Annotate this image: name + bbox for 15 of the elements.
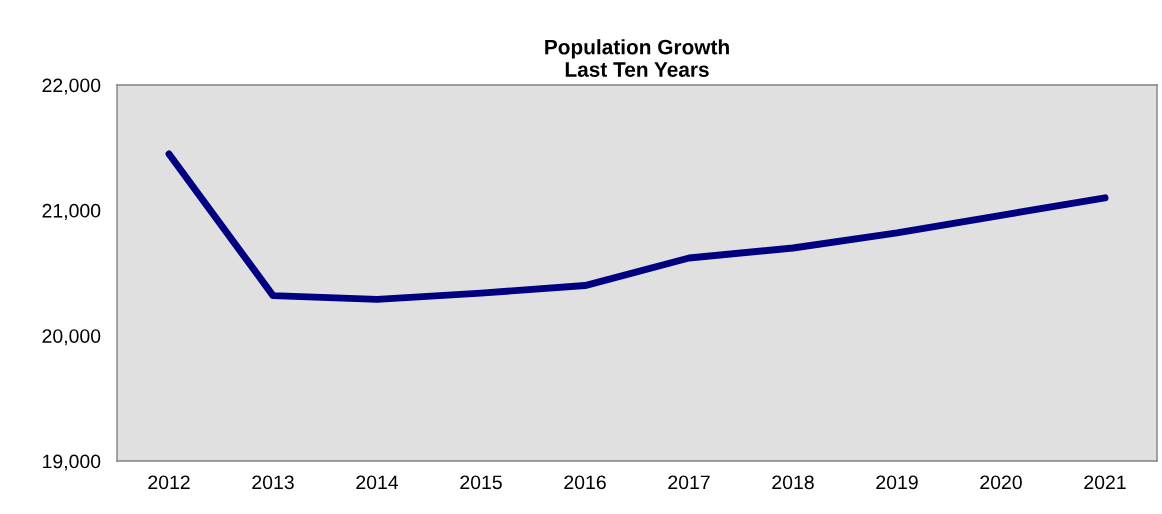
x-tick-label: 2019 bbox=[876, 475, 918, 490]
x-tick-label: 2014 bbox=[356, 475, 399, 490]
x-tick-label: 2020 bbox=[980, 475, 1022, 490]
x-tick-label: 2015 bbox=[460, 475, 502, 490]
chart-title: Population Growth Last Ten Years bbox=[545, 39, 729, 77]
y-tick-label: 22,000 bbox=[42, 78, 101, 95]
x-tick-label: 2021 bbox=[1084, 475, 1126, 490]
y-tick-label: 21,000 bbox=[42, 203, 101, 220]
x-tick-label: 2018 bbox=[772, 475, 814, 490]
x-tick-label: 2017 bbox=[668, 475, 710, 490]
x-tick-label: 2016 bbox=[564, 475, 606, 490]
x-tick-label: 2012 bbox=[148, 475, 190, 490]
x-tick-label: 2013 bbox=[252, 475, 294, 490]
y-tick-label: 19,000 bbox=[43, 454, 101, 471]
y-tick-label: 20,000 bbox=[42, 329, 101, 346]
